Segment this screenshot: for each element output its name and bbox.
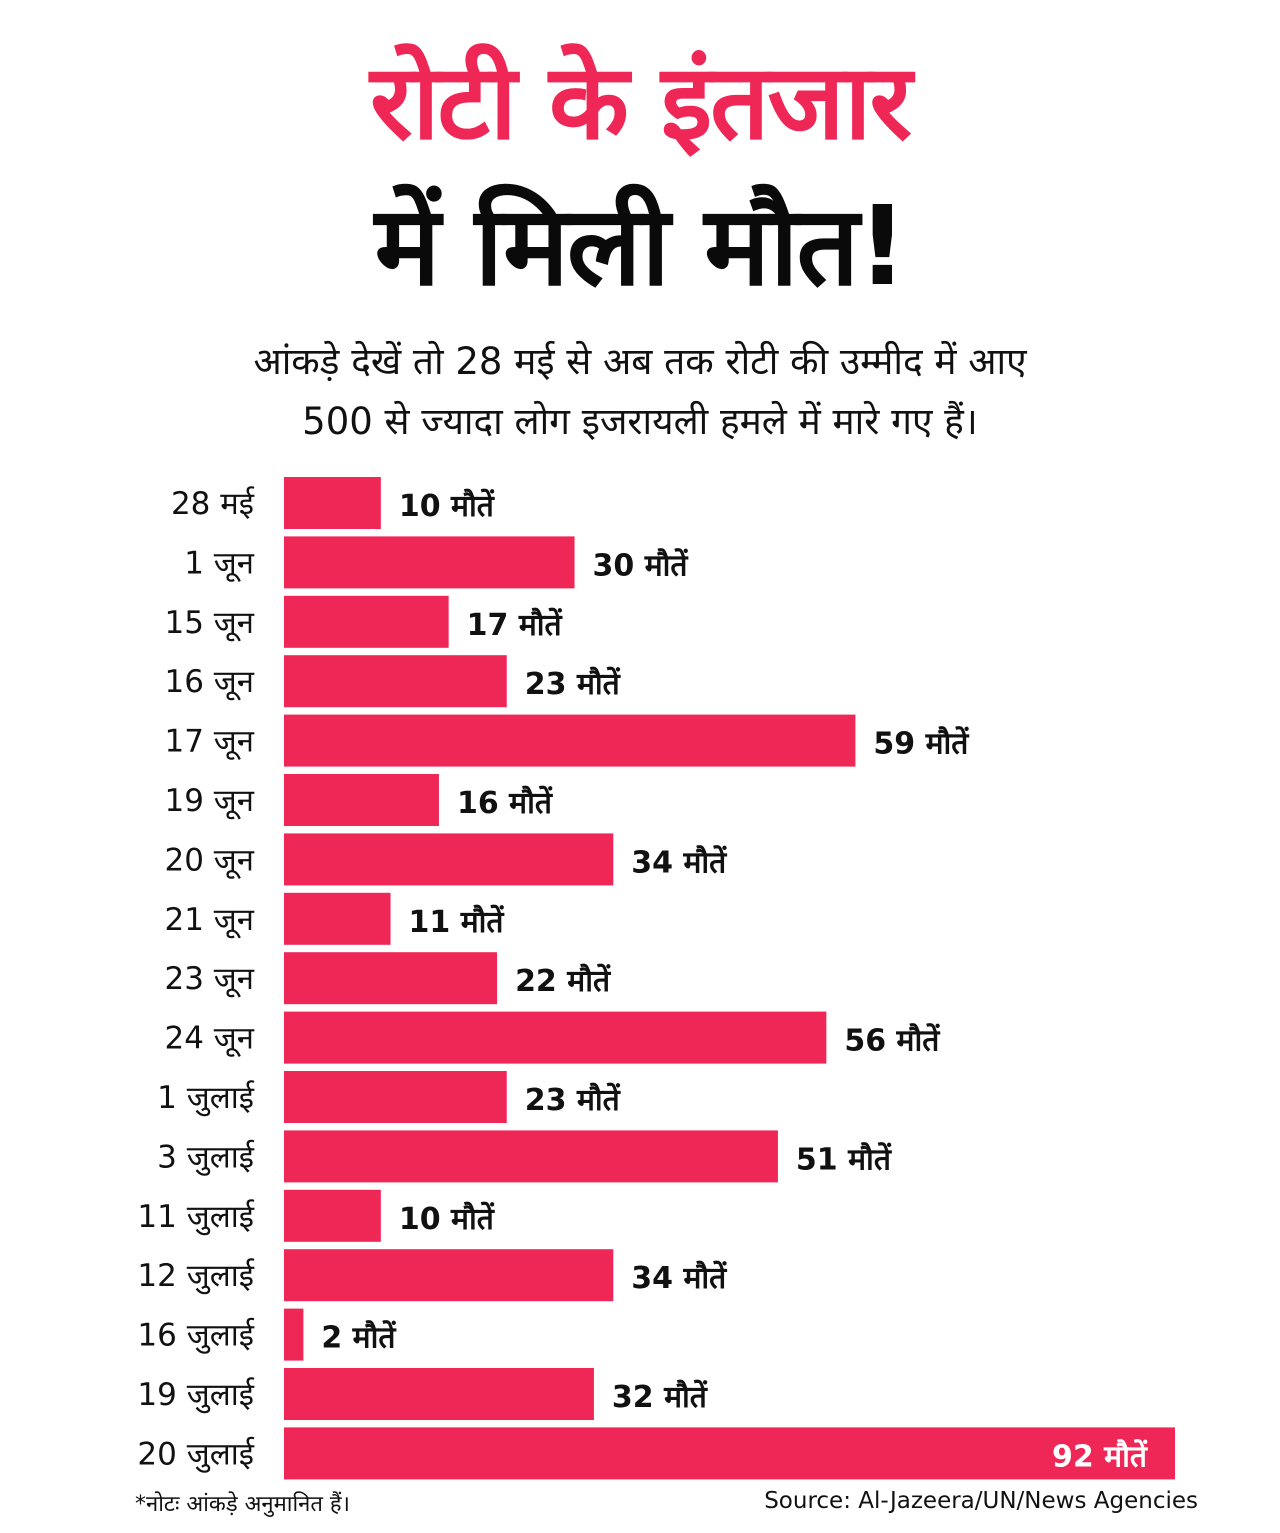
category-label: 16 जुलाई	[137, 1318, 255, 1355]
bar	[284, 774, 439, 826]
deaths-bar-chart: 28 मई 10 मौतें 1 जून 30 मौतें 15 जून 17 मौतें…	[137, 477, 1175, 1480]
bar	[284, 1130, 778, 1183]
value-label: 23 मौतें	[525, 666, 622, 702]
footnote: *नोटः आंकड़े अनुमानित हैं।	[135, 1492, 350, 1517]
bar	[284, 1189, 381, 1242]
bar	[284, 1249, 614, 1302]
bar	[284, 952, 498, 1005]
bar	[284, 1011, 827, 1064]
category-label: 20 जुलाई	[137, 1436, 255, 1473]
source-credit: Source: Al-Jazeera/UN/News Agencies	[764, 1488, 1198, 1514]
value-label: 34 मौतें	[631, 1260, 728, 1296]
bar	[284, 892, 391, 945]
bar	[284, 536, 575, 589]
value-label: 51 मौतें	[796, 1141, 893, 1177]
category-label: 23 जून	[164, 961, 254, 998]
value-label: 56 मौतें	[844, 1023, 941, 1059]
bar	[284, 595, 449, 648]
bar	[284, 1427, 1175, 1480]
category-label: 19 जुलाई	[137, 1377, 255, 1414]
value-label: 11 मौतें	[409, 904, 506, 940]
subtitle: आंकड़े देखें तो 28 मई से अब तक रोटी की उ…	[0, 332, 1280, 452]
subtitle-line-1: आंकड़े देखें तो 28 मई से अब तक रोटी की उ…	[253, 340, 1027, 383]
bar	[284, 1071, 507, 1123]
bar	[284, 655, 507, 708]
category-label: 15 जून	[164, 605, 254, 642]
category-label: 3 जुलाई	[157, 1139, 255, 1176]
bar	[284, 477, 381, 529]
value-label: 30 मौतें	[593, 547, 690, 583]
value-label: 59 मौतें	[873, 726, 970, 762]
value-label: 2 मौतें	[321, 1320, 397, 1356]
bar	[284, 833, 614, 886]
subtitle-line-2: 500 से ज्यादा लोग इजरायली हमले में मारे …	[302, 400, 978, 443]
value-label: 22 मौतें	[515, 963, 612, 999]
bar	[284, 714, 856, 767]
value-label: 16 मौतें	[457, 785, 554, 821]
category-label: 1 जून	[184, 545, 255, 582]
bar	[284, 1368, 594, 1420]
headline-line-1: रोटी के इंतजार	[369, 41, 912, 163]
value-label: 10 मौतें	[399, 1201, 496, 1237]
headline-line-2: में मिली मौत!	[374, 182, 908, 310]
category-label: 11 जुलाई	[137, 1199, 255, 1236]
category-label: 16 जून	[164, 664, 254, 701]
value-label: 92 मौतें	[1052, 1438, 1149, 1474]
value-label: 34 मौतें	[631, 844, 728, 880]
value-label: 10 मौतें	[399, 488, 496, 524]
bar	[284, 1308, 304, 1361]
category-label: 19 जून	[164, 783, 254, 820]
category-label: 12 जुलाई	[137, 1258, 255, 1295]
category-label: 24 जून	[164, 1021, 254, 1058]
category-label: 28 मई	[171, 486, 255, 522]
value-label: 32 मौतें	[612, 1379, 709, 1415]
category-label: 21 जून	[164, 902, 254, 939]
category-label: 17 जून	[164, 724, 254, 761]
value-label: 17 मौतें	[467, 607, 564, 643]
category-label: 20 जून	[164, 842, 254, 879]
value-label: 23 मौतें	[525, 1082, 622, 1118]
category-label: 1 जुलाई	[157, 1080, 255, 1117]
